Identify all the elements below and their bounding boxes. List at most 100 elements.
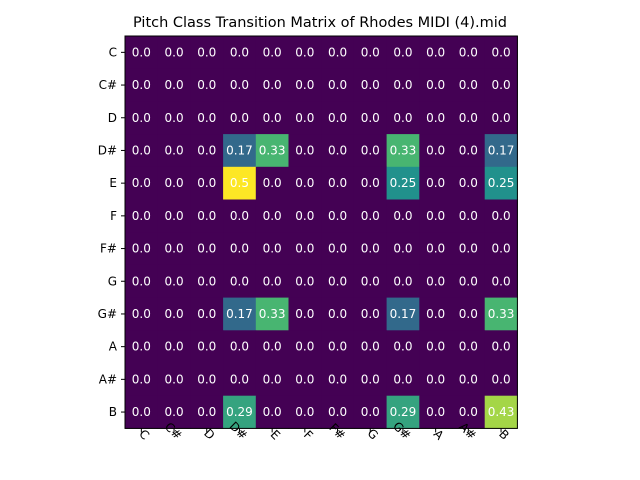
cell-value-label: 0.0 [132, 274, 151, 288]
cell-value-label: 0.0 [197, 78, 216, 92]
heatmap-cell-G-D# [223, 264, 257, 298]
heatmap-cell-A-A# [452, 330, 486, 364]
plot-frame [124, 35, 518, 429]
cell-value-label: 0.0 [230, 274, 249, 288]
x-tick-label: C [136, 427, 152, 443]
x-tick-label: E [268, 427, 283, 442]
heatmap-cell-B-A# [452, 395, 486, 429]
y-tick-label: G# [98, 307, 117, 321]
heatmap-cell-F-C# [157, 199, 191, 233]
heatmap-cell-F-G [353, 199, 387, 233]
cell-value-label: 0.29 [226, 405, 253, 419]
heatmap-cell-B-D# [223, 395, 257, 429]
y-tick-label: A [109, 340, 118, 354]
cell-value-label: 0.0 [426, 340, 445, 354]
heatmap-cell-F-G# [386, 199, 420, 233]
cell-value-label: 0.0 [361, 111, 380, 125]
heatmap-cells [125, 36, 518, 429]
heatmap-cell-F#-A# [452, 232, 486, 266]
heatmap-cell-G#-F [288, 297, 322, 331]
cell-value-label: 0.0 [197, 405, 216, 419]
heatmap-cell-B-D [190, 395, 224, 429]
heatmap-cell-G-F# [321, 264, 355, 298]
cell-value-label: 0.0 [393, 340, 412, 354]
cell-value-label: 0.0 [459, 242, 478, 256]
cell-value-label: 0.29 [390, 405, 417, 419]
cell-value-label: 0.0 [165, 209, 184, 223]
cell-value-label: 0.0 [459, 372, 478, 386]
cell-value-label: 0.0 [328, 143, 347, 157]
cell-value-label: 0.0 [459, 78, 478, 92]
cell-value-label: 0.0 [459, 111, 478, 125]
heatmap-cell-E-B [484, 166, 518, 200]
heatmap-cell-A#-C# [157, 363, 191, 397]
heatmap-cell-D-D# [223, 101, 257, 135]
heatmap-cell-C#-F# [321, 68, 355, 102]
cell-value-label: 0.0 [165, 340, 184, 354]
heatmap-cell-D-D [190, 101, 224, 135]
cell-value-label: 0.0 [426, 372, 445, 386]
cell-value-label: 0.0 [295, 372, 314, 386]
heatmap-cell-A#-G# [386, 363, 420, 397]
heatmap-cell-A-E [255, 330, 289, 364]
heatmap-cell-F#-C [125, 232, 159, 266]
heatmap-cell-A-G [353, 330, 387, 364]
heatmap-cell-E-A [419, 166, 453, 200]
heatmap-cell-B-B [484, 395, 518, 429]
cell-value-label: 0.43 [488, 405, 515, 419]
y-tick-label: E [109, 176, 117, 190]
heatmap-cell-C#-C [125, 68, 159, 102]
heatmap-cell-D#-C# [157, 134, 191, 168]
cell-value-label: 0.0 [165, 242, 184, 256]
heatmap-cell-F#-G# [386, 232, 420, 266]
y-tick-label: C [109, 45, 117, 59]
cell-value-label: 0.0 [361, 340, 380, 354]
cell-value-label: 0.0 [165, 176, 184, 190]
heatmap-cell-E-E [255, 166, 289, 200]
heatmap-cell-A-D [190, 330, 224, 364]
cell-value-label: 0.17 [226, 307, 253, 321]
heatmap-cell-B-C [125, 395, 159, 429]
heatmap-cell-A-C [125, 330, 159, 364]
cell-value-label: 0.0 [263, 274, 282, 288]
cell-value-label: 0.0 [230, 45, 249, 59]
heatmap-cell-B-F# [321, 395, 355, 429]
cell-value-label: 0.0 [361, 209, 380, 223]
cell-value-label: 0.0 [165, 111, 184, 125]
cell-value-label: 0.0 [492, 242, 511, 256]
heatmap-cell-G#-A# [452, 297, 486, 331]
cell-value-label: 0.0 [459, 176, 478, 190]
heatmap-cell-E-C [125, 166, 159, 200]
cell-value-label: 0.0 [361, 45, 380, 59]
heatmap-cell-labels: 0.0 0.0 0.0 0.0 0.0 0.0 0.0 0.0 0.0 0.0 0.0 0.0 0.0 0… [132, 45, 515, 419]
cell-value-label: 0.0 [492, 274, 511, 288]
heatmap-cell-G#-C [125, 297, 159, 331]
cell-value-label: 0.0 [328, 307, 347, 321]
heatmap-cell-D#-F# [321, 134, 355, 168]
cell-value-label: 0.0 [295, 274, 314, 288]
cell-value-label: 0.0 [132, 176, 151, 190]
heatmap-cell-G#-F# [321, 297, 355, 331]
cell-value-label: 0.0 [459, 340, 478, 354]
cell-value-label: 0.0 [263, 111, 282, 125]
heatmap-cell-C#-B [484, 68, 518, 102]
cell-value-label: 0.17 [390, 307, 417, 321]
heatmap-cell-G-C [125, 264, 159, 298]
heatmap-cell-C#-D# [223, 68, 257, 102]
cell-value-label: 0.0 [197, 176, 216, 190]
heatmap-cell-G-B [484, 264, 518, 298]
cell-value-label: 0.0 [263, 340, 282, 354]
cell-value-label: 0.0 [426, 242, 445, 256]
y-tick-label: F [110, 209, 117, 223]
heatmap-cell-C-C [125, 36, 159, 70]
cell-value-label: 0.0 [165, 45, 184, 59]
cell-value-label: 0.0 [492, 372, 511, 386]
heatmap-cell-C#-D [190, 68, 224, 102]
cell-value-label: 0.0 [393, 242, 412, 256]
heatmap-cell-A-F [288, 330, 322, 364]
heatmap-cell-C-C# [157, 36, 191, 70]
heatmap-cell-C#-G# [386, 68, 420, 102]
cell-value-label: 0.0 [295, 242, 314, 256]
cell-value-label: 0.0 [361, 307, 380, 321]
